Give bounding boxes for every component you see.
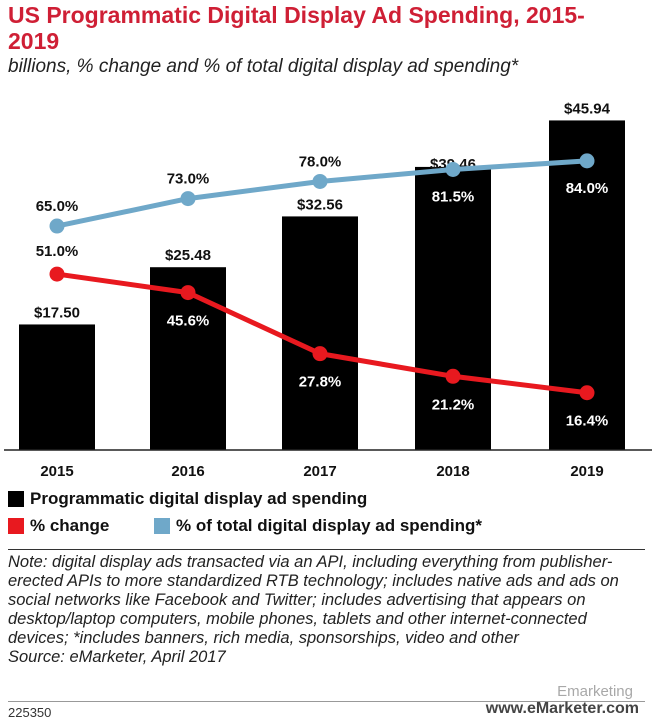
note-divider bbox=[8, 549, 645, 550]
x-tick-label-2018: 2018 bbox=[436, 463, 469, 480]
chart-subtitle: billions, % change and % of total digita… bbox=[8, 56, 519, 77]
combo-chart: 20152016201720182019$17.50$25.48$32.56$3… bbox=[4, 100, 652, 480]
change-point-2016 bbox=[180, 285, 196, 301]
share-point-2016 bbox=[180, 191, 196, 207]
brand-url: www.eMarketer.com bbox=[485, 700, 639, 717]
change-point-2019 bbox=[579, 385, 595, 401]
bar-value-label-2016: $25.48 bbox=[165, 247, 211, 264]
chart-title: US Programmatic Digital Display Ad Spend… bbox=[8, 2, 585, 54]
bar-2017 bbox=[282, 216, 358, 450]
bar-2019 bbox=[549, 120, 625, 451]
bar-2018 bbox=[415, 166, 491, 450]
chart-id: 225350 bbox=[8, 705, 52, 720]
share-line bbox=[54, 158, 590, 229]
share-label-2018: 81.5% bbox=[432, 188, 475, 205]
change-label-2017: 27.8% bbox=[299, 374, 342, 391]
legend-label-bar: Programmatic digital display ad spending bbox=[30, 489, 368, 508]
legend-item-bar: Programmatic digital display ad spending bbox=[8, 488, 367, 510]
bar-value-label-2019: $45.94 bbox=[564, 100, 611, 117]
footer-divider bbox=[8, 701, 645, 702]
x-tick-label-2015: 2015 bbox=[40, 463, 73, 480]
share-point-2015 bbox=[49, 218, 65, 234]
share-point-2018 bbox=[445, 161, 461, 177]
change-point-2018 bbox=[445, 368, 461, 384]
watermark: Emarketing bbox=[557, 683, 633, 700]
share-label-2017: 78.0% bbox=[299, 153, 342, 170]
change-label-2019: 16.4% bbox=[566, 413, 609, 430]
legend-swatch-bar bbox=[8, 491, 24, 507]
change-point-2017 bbox=[312, 346, 328, 362]
legend-label-change: % change bbox=[30, 516, 110, 535]
x-tick-label-2019: 2019 bbox=[570, 463, 603, 480]
share-label-2019: 84.0% bbox=[566, 180, 609, 197]
x-tick-label-2017: 2017 bbox=[303, 463, 336, 480]
bar-value-label-2017: $32.56 bbox=[297, 196, 343, 213]
legend-item-change: % change bbox=[8, 515, 109, 537]
note-text: Note: digital display ads transacted via… bbox=[8, 553, 619, 647]
legend-item-share: % of total digital display ad spending* bbox=[154, 515, 482, 537]
legend-swatch-change bbox=[8, 518, 24, 534]
change-label-2015: 51.0% bbox=[36, 243, 79, 260]
bar-2015 bbox=[19, 324, 95, 450]
change-label-2018: 21.2% bbox=[432, 396, 475, 413]
change-point-2015 bbox=[49, 266, 65, 282]
source-text: Source: eMarketer, April 2017 bbox=[8, 648, 226, 666]
change-label-2016: 45.6% bbox=[167, 313, 210, 330]
legend-label-share: % of total digital display ad spending* bbox=[176, 516, 483, 535]
share-label-2016: 73.0% bbox=[167, 171, 210, 188]
share-label-2015: 65.0% bbox=[36, 198, 79, 215]
x-tick-label-2016: 2016 bbox=[171, 463, 204, 480]
bar-value-label-2015: $17.50 bbox=[34, 304, 80, 321]
share-point-2019 bbox=[579, 153, 595, 169]
share-point-2017 bbox=[312, 173, 328, 189]
chart-note: Note: digital display ads transacted via… bbox=[8, 553, 645, 667]
legend-swatch-share bbox=[154, 518, 170, 534]
